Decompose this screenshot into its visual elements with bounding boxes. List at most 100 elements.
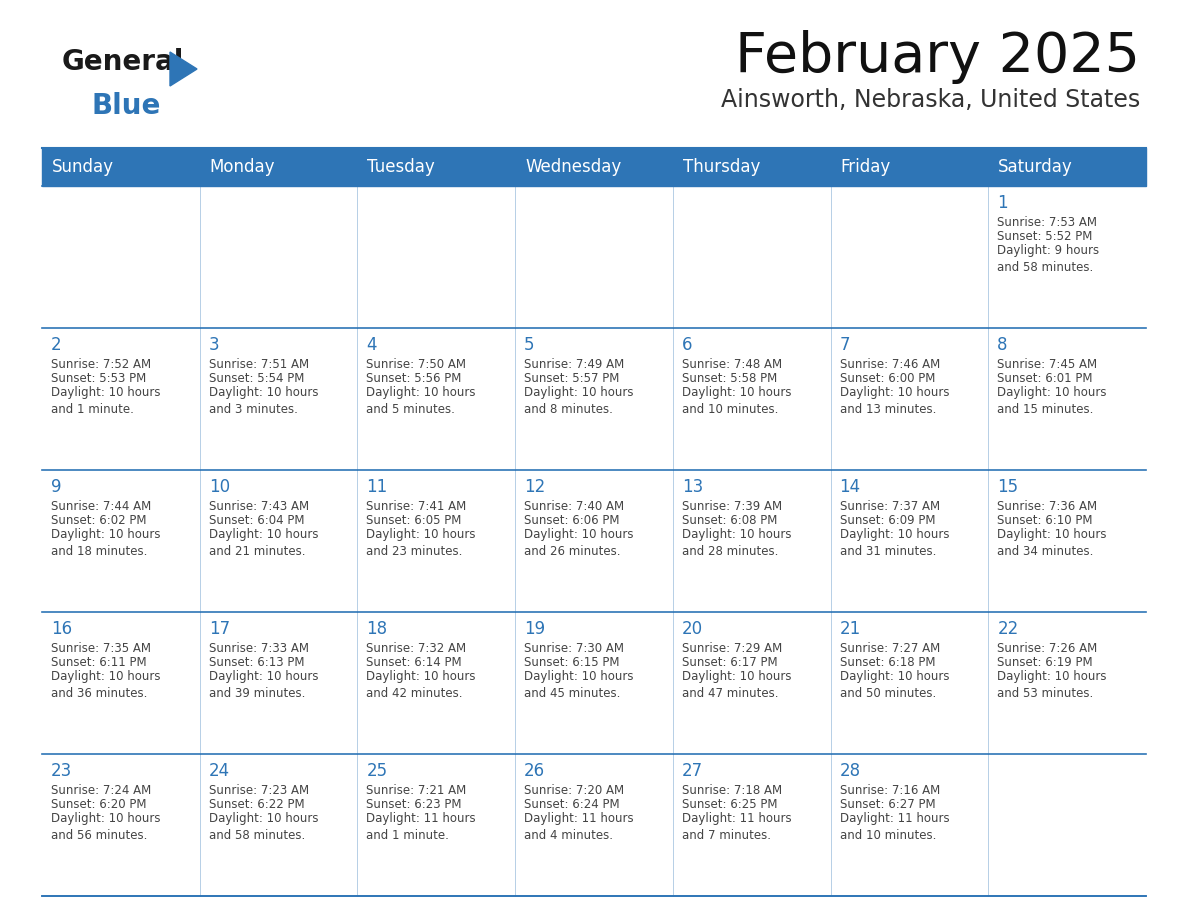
Text: 20: 20 [682, 620, 703, 638]
Text: Sunrise: 7:33 AM: Sunrise: 7:33 AM [209, 642, 309, 655]
Text: Sunrise: 7:29 AM: Sunrise: 7:29 AM [682, 642, 782, 655]
Text: Sunrise: 7:40 AM: Sunrise: 7:40 AM [524, 500, 624, 513]
Text: Sunset: 6:08 PM: Sunset: 6:08 PM [682, 514, 777, 527]
Text: Sunrise: 7:18 AM: Sunrise: 7:18 AM [682, 784, 782, 797]
Text: 14: 14 [840, 478, 860, 496]
Text: Sunset: 5:54 PM: Sunset: 5:54 PM [209, 372, 304, 385]
Text: Sunrise: 7:49 AM: Sunrise: 7:49 AM [524, 358, 625, 371]
Text: Tuesday: Tuesday [367, 158, 435, 176]
Text: 19: 19 [524, 620, 545, 638]
Text: 10: 10 [209, 478, 229, 496]
Text: Sunset: 6:22 PM: Sunset: 6:22 PM [209, 798, 304, 811]
Text: 2: 2 [51, 336, 62, 354]
Bar [42, 148, 1146, 186]
Text: 26: 26 [524, 762, 545, 780]
Text: Blue: Blue [91, 92, 162, 120]
Text: Sunset: 6:19 PM: Sunset: 6:19 PM [997, 656, 1093, 669]
Text: Sunrise: 7:30 AM: Sunrise: 7:30 AM [524, 642, 624, 655]
Text: Sunset: 6:11 PM: Sunset: 6:11 PM [51, 656, 146, 669]
Text: Sunset: 6:09 PM: Sunset: 6:09 PM [840, 514, 935, 527]
Text: Daylight: 10 hours
and 23 minutes.: Daylight: 10 hours and 23 minutes. [366, 528, 476, 558]
Text: Sunrise: 7:26 AM: Sunrise: 7:26 AM [997, 642, 1098, 655]
Text: Sunrise: 7:37 AM: Sunrise: 7:37 AM [840, 500, 940, 513]
Text: Sunrise: 7:23 AM: Sunrise: 7:23 AM [209, 784, 309, 797]
Text: 12: 12 [524, 478, 545, 496]
Text: Sunrise: 7:51 AM: Sunrise: 7:51 AM [209, 358, 309, 371]
Text: Sunrise: 7:24 AM: Sunrise: 7:24 AM [51, 784, 151, 797]
Text: Sunrise: 7:50 AM: Sunrise: 7:50 AM [366, 358, 467, 371]
Text: Daylight: 10 hours
and 50 minutes.: Daylight: 10 hours and 50 minutes. [840, 670, 949, 700]
Text: 3: 3 [209, 336, 220, 354]
Text: 13: 13 [682, 478, 703, 496]
Text: Sunset: 6:10 PM: Sunset: 6:10 PM [997, 514, 1093, 527]
Text: Sunset: 6:01 PM: Sunset: 6:01 PM [997, 372, 1093, 385]
Text: 5: 5 [524, 336, 535, 354]
Text: Daylight: 10 hours
and 53 minutes.: Daylight: 10 hours and 53 minutes. [997, 670, 1107, 700]
Text: 7: 7 [840, 336, 851, 354]
Text: Sunset: 6:25 PM: Sunset: 6:25 PM [682, 798, 777, 811]
Text: Sunrise: 7:16 AM: Sunrise: 7:16 AM [840, 784, 940, 797]
Text: 28: 28 [840, 762, 860, 780]
Text: 1: 1 [997, 194, 1007, 212]
Text: Sunset: 6:27 PM: Sunset: 6:27 PM [840, 798, 935, 811]
Text: Sunrise: 7:39 AM: Sunrise: 7:39 AM [682, 500, 782, 513]
Text: Sunday: Sunday [52, 158, 114, 176]
Text: Daylight: 10 hours
and 56 minutes.: Daylight: 10 hours and 56 minutes. [51, 812, 160, 842]
Text: Daylight: 10 hours
and 5 minutes.: Daylight: 10 hours and 5 minutes. [366, 386, 476, 416]
Text: Sunrise: 7:20 AM: Sunrise: 7:20 AM [524, 784, 624, 797]
Text: Sunset: 5:58 PM: Sunset: 5:58 PM [682, 372, 777, 385]
Text: Daylight: 11 hours
and 7 minutes.: Daylight: 11 hours and 7 minutes. [682, 812, 791, 842]
Text: 6: 6 [682, 336, 693, 354]
Text: Daylight: 10 hours
and 34 minutes.: Daylight: 10 hours and 34 minutes. [997, 528, 1107, 558]
Text: Daylight: 10 hours
and 10 minutes.: Daylight: 10 hours and 10 minutes. [682, 386, 791, 416]
Text: 18: 18 [366, 620, 387, 638]
Text: Daylight: 10 hours
and 42 minutes.: Daylight: 10 hours and 42 minutes. [366, 670, 476, 700]
Text: Daylight: 10 hours
and 18 minutes.: Daylight: 10 hours and 18 minutes. [51, 528, 160, 558]
Text: 22: 22 [997, 620, 1018, 638]
Text: Sunrise: 7:44 AM: Sunrise: 7:44 AM [51, 500, 151, 513]
Text: Sunset: 6:18 PM: Sunset: 6:18 PM [840, 656, 935, 669]
Text: Sunrise: 7:46 AM: Sunrise: 7:46 AM [840, 358, 940, 371]
Text: 16: 16 [51, 620, 72, 638]
Text: Sunset: 6:15 PM: Sunset: 6:15 PM [524, 656, 620, 669]
Text: 23: 23 [51, 762, 72, 780]
Text: Daylight: 10 hours
and 36 minutes.: Daylight: 10 hours and 36 minutes. [51, 670, 160, 700]
Text: Sunset: 6:06 PM: Sunset: 6:06 PM [524, 514, 620, 527]
Text: Daylight: 11 hours
and 4 minutes.: Daylight: 11 hours and 4 minutes. [524, 812, 633, 842]
Text: Daylight: 11 hours
and 1 minute.: Daylight: 11 hours and 1 minute. [366, 812, 476, 842]
Text: Sunset: 6:23 PM: Sunset: 6:23 PM [366, 798, 462, 811]
Text: Daylight: 10 hours
and 8 minutes.: Daylight: 10 hours and 8 minutes. [524, 386, 633, 416]
Text: 11: 11 [366, 478, 387, 496]
Text: 4: 4 [366, 336, 377, 354]
Text: Sunrise: 7:41 AM: Sunrise: 7:41 AM [366, 500, 467, 513]
Text: 15: 15 [997, 478, 1018, 496]
Text: Sunset: 6:20 PM: Sunset: 6:20 PM [51, 798, 146, 811]
Text: Saturday: Saturday [998, 158, 1073, 176]
Text: 8: 8 [997, 336, 1007, 354]
Text: 17: 17 [209, 620, 229, 638]
Text: Ainsworth, Nebraska, United States: Ainsworth, Nebraska, United States [721, 88, 1140, 112]
Text: 21: 21 [840, 620, 861, 638]
Text: Thursday: Thursday [683, 158, 760, 176]
Text: Sunrise: 7:27 AM: Sunrise: 7:27 AM [840, 642, 940, 655]
Text: Daylight: 10 hours
and 31 minutes.: Daylight: 10 hours and 31 minutes. [840, 528, 949, 558]
Text: 27: 27 [682, 762, 703, 780]
Text: Sunset: 5:53 PM: Sunset: 5:53 PM [51, 372, 146, 385]
Text: Sunset: 5:56 PM: Sunset: 5:56 PM [366, 372, 462, 385]
Text: Sunrise: 7:53 AM: Sunrise: 7:53 AM [997, 216, 1098, 229]
Text: Sunset: 6:14 PM: Sunset: 6:14 PM [366, 656, 462, 669]
Text: Sunrise: 7:35 AM: Sunrise: 7:35 AM [51, 642, 151, 655]
Text: General: General [62, 48, 184, 76]
Text: Daylight: 10 hours
and 13 minutes.: Daylight: 10 hours and 13 minutes. [840, 386, 949, 416]
Text: Sunset: 6:04 PM: Sunset: 6:04 PM [209, 514, 304, 527]
Text: Sunset: 6:02 PM: Sunset: 6:02 PM [51, 514, 146, 527]
Text: Sunrise: 7:45 AM: Sunrise: 7:45 AM [997, 358, 1098, 371]
Text: 24: 24 [209, 762, 229, 780]
Text: Sunrise: 7:36 AM: Sunrise: 7:36 AM [997, 500, 1098, 513]
Text: Daylight: 10 hours
and 47 minutes.: Daylight: 10 hours and 47 minutes. [682, 670, 791, 700]
Text: Sunrise: 7:21 AM: Sunrise: 7:21 AM [366, 784, 467, 797]
Text: Daylight: 10 hours
and 28 minutes.: Daylight: 10 hours and 28 minutes. [682, 528, 791, 558]
Text: Daylight: 10 hours
and 15 minutes.: Daylight: 10 hours and 15 minutes. [997, 386, 1107, 416]
Text: Friday: Friday [841, 158, 891, 176]
Text: Sunset: 5:52 PM: Sunset: 5:52 PM [997, 230, 1093, 243]
